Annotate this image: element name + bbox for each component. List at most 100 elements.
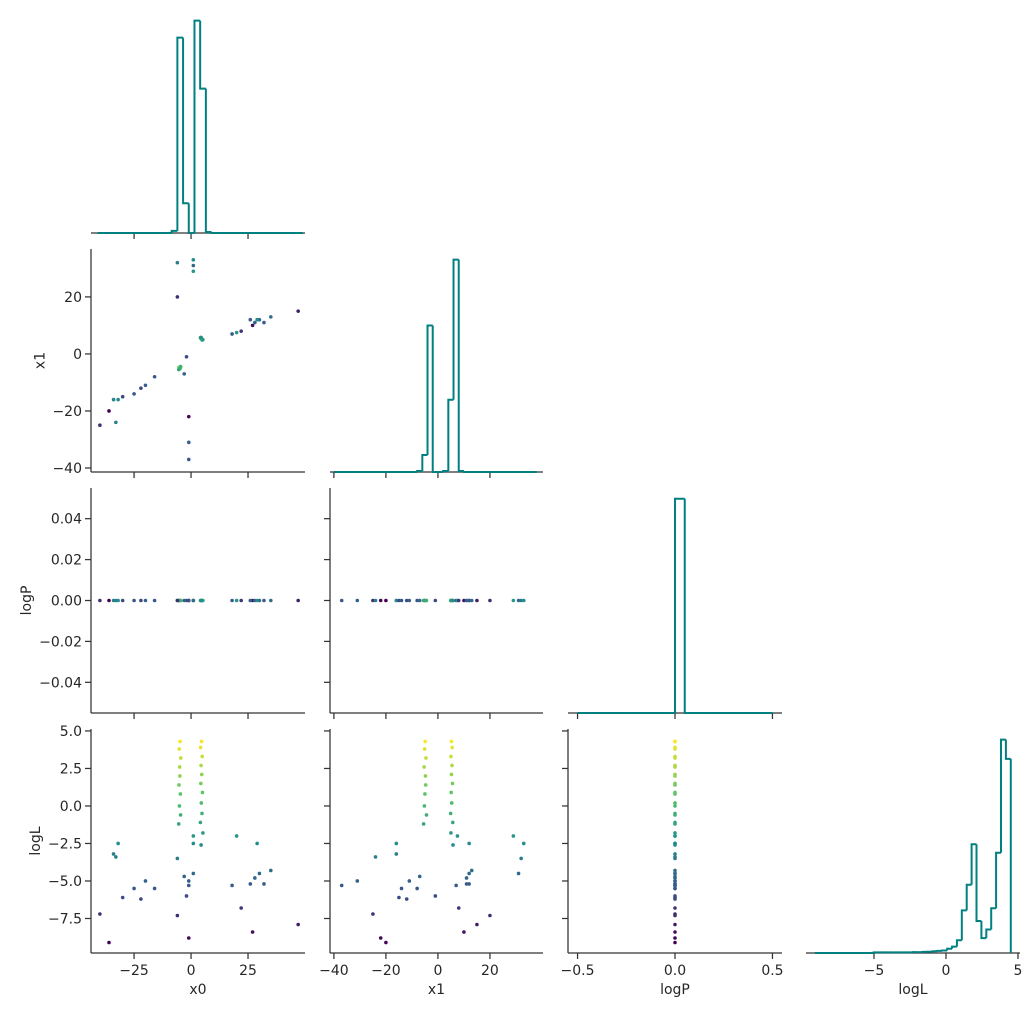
scatter-point bbox=[673, 936, 677, 940]
scatter-point bbox=[384, 598, 388, 603]
scatter-point bbox=[339, 883, 344, 888]
scatter-point bbox=[422, 765, 426, 769]
scatter-point bbox=[673, 781, 677, 786]
scatter-point bbox=[186, 440, 191, 445]
x-tick-label: 0 bbox=[187, 963, 196, 979]
scatter-point bbox=[139, 897, 143, 901]
histogram-step bbox=[447, 398, 454, 471]
scatter-point bbox=[269, 315, 273, 319]
histogram-step bbox=[210, 231, 218, 234]
scatter-point bbox=[182, 874, 187, 879]
histogram-step bbox=[170, 229, 178, 233]
histogram-step bbox=[999, 738, 1006, 853]
scatter-point bbox=[186, 936, 191, 940]
scatter-point bbox=[114, 420, 118, 425]
y-axis-label: x1 bbox=[32, 352, 48, 369]
x-tick-label: 0 bbox=[433, 963, 442, 979]
scatter-point bbox=[378, 598, 383, 603]
scatter-point bbox=[469, 598, 474, 603]
scatter-point bbox=[397, 598, 401, 603]
scatter-point bbox=[176, 367, 181, 372]
histogram-step bbox=[452, 258, 459, 400]
scatter-point bbox=[178, 792, 183, 796]
x-axis-label: logP bbox=[660, 982, 690, 998]
scatter-point bbox=[239, 329, 243, 333]
x-tick-label: 0 bbox=[942, 963, 951, 979]
panel: 0.04 0.02 0.00 −0.02 −0.04 logP bbox=[19, 488, 305, 719]
scatter-point bbox=[399, 598, 404, 603]
scatter-point bbox=[186, 883, 191, 888]
scatter-point bbox=[182, 372, 187, 376]
x-axis-label: logL bbox=[898, 982, 927, 998]
scatter-point bbox=[107, 598, 111, 603]
scatter-point bbox=[107, 940, 111, 945]
scatter-point bbox=[175, 856, 180, 861]
scatter-point bbox=[673, 930, 677, 934]
histogram-step bbox=[431, 325, 438, 473]
scatter-point bbox=[250, 323, 255, 328]
scatter-point bbox=[199, 801, 204, 805]
scatter-point bbox=[248, 317, 253, 322]
histogram-step bbox=[421, 454, 428, 471]
scatter-point bbox=[199, 335, 203, 340]
scatter-point bbox=[175, 295, 180, 299]
scatter-point bbox=[456, 598, 461, 603]
scatter-point bbox=[198, 820, 203, 825]
scatter-point bbox=[143, 383, 148, 388]
scatter-point bbox=[462, 598, 466, 603]
y-tick-label: 20 bbox=[64, 290, 82, 306]
scatter-point bbox=[673, 879, 677, 883]
x-tick-label: −40 bbox=[319, 963, 349, 979]
histogram-step bbox=[980, 921, 987, 940]
scatter-point bbox=[178, 364, 183, 369]
scatter-point bbox=[449, 772, 454, 777]
panel: −25 0 25 5.0 2.5 0.0 −2.5 −5.0 −7.5 x0 logL bbox=[28, 724, 305, 998]
scatter-point bbox=[230, 332, 234, 336]
scatter-point bbox=[116, 841, 120, 846]
panel: −0.5 0.0 0.5 logP bbox=[561, 729, 784, 998]
scatter-point bbox=[399, 886, 404, 891]
x-tick-label: 0.0 bbox=[664, 963, 686, 979]
scatter-point bbox=[143, 879, 148, 883]
x-tick-label: −5 bbox=[864, 963, 885, 979]
scatter-point bbox=[394, 841, 399, 846]
scatter-point bbox=[201, 831, 205, 835]
histogram-step bbox=[965, 883, 972, 911]
y-tick-label: 5.0 bbox=[60, 724, 82, 740]
scatter-point bbox=[186, 414, 191, 419]
histogram-step bbox=[960, 909, 967, 941]
histogram-step bbox=[951, 945, 957, 949]
scatter-point bbox=[673, 841, 677, 846]
histogram-step bbox=[995, 851, 1001, 909]
scatter-point bbox=[454, 883, 458, 888]
scatter-point bbox=[296, 309, 300, 313]
scatter-point bbox=[673, 745, 677, 750]
scatter-point bbox=[178, 774, 182, 778]
scatter-point bbox=[191, 263, 196, 268]
scatter-point bbox=[450, 763, 454, 768]
scatter-point bbox=[296, 598, 300, 603]
scatter-point bbox=[200, 754, 205, 759]
scatter-point bbox=[456, 906, 461, 910]
scatter-point bbox=[404, 897, 409, 901]
scatter-point bbox=[239, 598, 243, 603]
y-tick-label: 0.04 bbox=[51, 512, 82, 528]
scatter-point bbox=[186, 457, 191, 462]
x-tick-label: −25 bbox=[119, 963, 149, 979]
panel: −5 0 5 logL bbox=[806, 738, 1022, 998]
scatter-point bbox=[199, 781, 203, 786]
scatter-point bbox=[673, 913, 677, 918]
scatter-point bbox=[355, 598, 360, 603]
scatter-point bbox=[378, 936, 383, 940]
scatter-point bbox=[191, 269, 196, 274]
scatter-point bbox=[394, 598, 399, 603]
scatter-point bbox=[673, 811, 677, 816]
scatter-point bbox=[98, 598, 102, 603]
scatter-point bbox=[424, 756, 428, 760]
scatter-point bbox=[182, 598, 187, 603]
scatter-point bbox=[199, 772, 204, 777]
scatter-point bbox=[469, 868, 474, 873]
scatter-point bbox=[415, 886, 419, 891]
scatter-point bbox=[449, 754, 453, 759]
y-tick-label: 0.00 bbox=[51, 594, 82, 610]
